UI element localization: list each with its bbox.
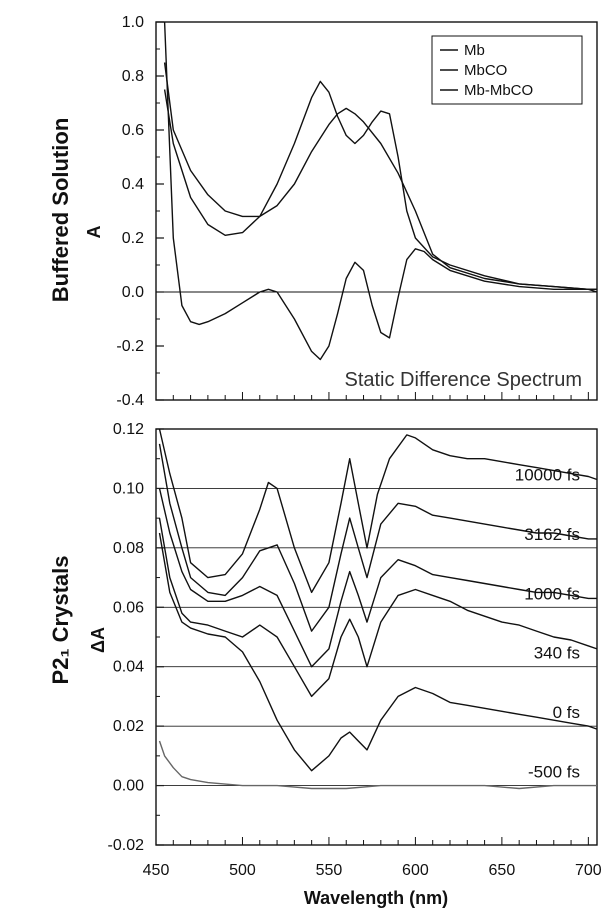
bottom-panel-label: P2₁ Crystals <box>48 556 73 685</box>
y-tick-label: 0.10 <box>113 480 144 497</box>
y-tick-label: 0.00 <box>113 778 144 795</box>
y-tick-label: 0.06 <box>113 599 144 616</box>
series-line-10000-fs <box>158 428 598 594</box>
y-tick-label: 0.6 <box>122 122 144 139</box>
series-line-3162-fs <box>158 443 597 632</box>
y-tick-label: -0.02 <box>108 837 145 854</box>
series-line-mb-mbco <box>163 21 598 361</box>
series-line-0-fs <box>158 532 598 772</box>
top-x-ticks <box>155 392 589 400</box>
bottom-series-labels: 10000 fs 3162 fs 1000 fs 340 fs 0 fs -500 fs <box>515 465 580 781</box>
y-tick-label: 0.8 <box>122 68 144 85</box>
legend: Mb MbCO Mb-MbCO <box>431 35 583 105</box>
y-tick-label: 0.4 <box>122 176 144 193</box>
legend-label-mbco: MbCO <box>464 62 507 79</box>
x-tick-label: 650 <box>489 862 516 879</box>
series-label: 10000 fs <box>515 465 580 484</box>
top-y-axis-label: A <box>84 226 104 239</box>
top-panel-label: Buffered Solution <box>48 118 73 303</box>
top-y-ticks: -0.4 -0.2 0.0 0.2 0.4 0.6 0.8 1.0 <box>116 14 164 409</box>
series-label: 340 fs <box>534 644 580 663</box>
series-label: 3162 fs <box>524 525 580 544</box>
legend-label-mb-mbco: Mb-MbCO <box>464 82 533 99</box>
series-label: -500 fs <box>528 763 580 782</box>
y-tick-label: 0.04 <box>113 659 144 676</box>
series-line-mb <box>163 62 597 290</box>
bottom-baselines <box>156 487 597 787</box>
x-tick-label: 500 <box>229 862 256 879</box>
x-tick-label: 700 <box>575 862 602 879</box>
series-line-mbco <box>163 80 597 290</box>
x-tick-label: 600 <box>402 862 429 879</box>
bottom-series-lines <box>158 428 598 790</box>
top-panel: -0.4 -0.2 0.0 0.2 0.4 0.6 0.8 1.0 Buffered Solu… <box>48 14 598 409</box>
y-tick-label: 0.12 <box>113 421 144 438</box>
y-tick-label: 0.0 <box>122 284 144 301</box>
legend-label-mb: Mb <box>464 42 485 59</box>
static-difference-annotation: Static Difference Spectrum <box>344 369 582 391</box>
series-line-340-fs <box>158 517 598 698</box>
y-tick-label: 1.0 <box>122 14 144 31</box>
bottom-x-ticks: 450 500 550 600 650 700 <box>143 837 602 879</box>
series-label: 0 fs <box>553 703 580 722</box>
series-label: 1000 fs <box>524 584 580 603</box>
y-tick-label: 0.02 <box>113 718 144 735</box>
y-tick-label: -0.2 <box>116 338 144 355</box>
series-line-1000-fs <box>158 488 597 668</box>
series-line--500-fs <box>158 740 597 790</box>
x-axis-label: Wavelength (nm) <box>304 888 448 908</box>
bottom-y-axis-label: ΔA <box>88 627 108 653</box>
y-tick-label: 0.08 <box>113 540 144 557</box>
bottom-panel: -0.02 0.00 0.02 0.04 0.06 0.08 0.10 0.12 450 500… <box>48 421 602 908</box>
y-tick-label: 0.2 <box>122 230 144 247</box>
y-tick-label: -0.4 <box>116 392 144 409</box>
bottom-y-ticks: -0.02 0.00 0.02 0.04 0.06 0.08 0.10 0.12 <box>108 421 164 854</box>
top-series-lines <box>156 21 598 361</box>
x-tick-label: 450 <box>143 862 170 879</box>
x-tick-label: 550 <box>316 862 343 879</box>
